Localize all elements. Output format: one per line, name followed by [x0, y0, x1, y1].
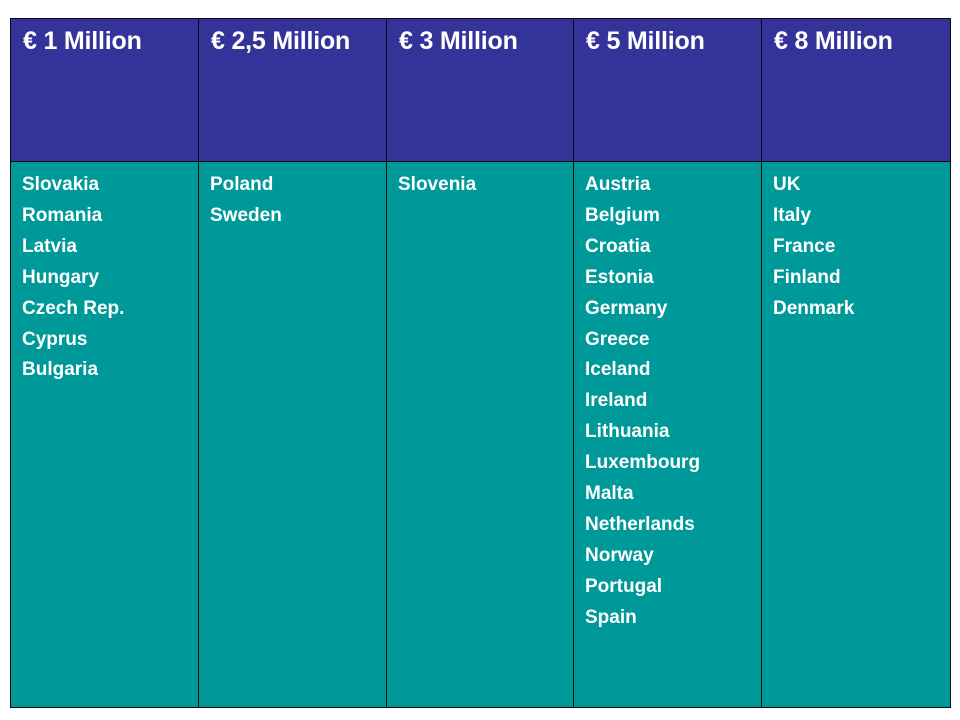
- country-item: Hungary: [22, 266, 100, 288]
- country-item: Iceland: [585, 359, 651, 381]
- tier-header-2-5-million: € 2,5 Million: [198, 18, 387, 162]
- country-list: Slovakia Romania Latvia Hungary Czech Rep. Cy…: [22, 170, 198, 386]
- country-item: UK: [773, 174, 801, 195]
- country-item: Czech Rep.: [22, 297, 125, 319]
- country-list: UK Italy France Finland Denmark: [773, 170, 950, 325]
- country-list: Slovenia: [398, 170, 573, 201]
- country-item: France: [773, 235, 836, 257]
- country-item: Romania: [22, 204, 103, 226]
- country-list: Austria Belgium Croatia Estonia Germany Greec…: [585, 170, 761, 634]
- country-item: Bulgaria: [22, 359, 99, 381]
- country-item: Greece: [585, 328, 650, 350]
- country-item: Italy: [773, 204, 812, 226]
- country-item: Lithuania: [585, 421, 670, 443]
- tier-cell-5-million: Austria Belgium Croatia Estonia Germany Greec…: [573, 161, 762, 708]
- country-item: Belgium: [585, 204, 660, 226]
- country-item: Netherlands: [585, 513, 695, 535]
- tier-header-8-million: € 8 Million: [761, 18, 951, 162]
- funding-tiers-table: € 1 Million € 2,5 Million € 3 Million € …: [10, 18, 951, 708]
- country-item: Malta: [585, 483, 634, 505]
- country-item: Portugal: [585, 575, 663, 597]
- tier-cell-3-million: Slovenia: [386, 161, 574, 708]
- header-row: € 1 Million € 2,5 Million € 3 Million € …: [10, 18, 951, 162]
- country-item: Germany: [585, 297, 668, 319]
- country-item: Cyprus: [22, 328, 88, 350]
- tier-header-1-million: € 1 Million: [10, 18, 199, 162]
- country-list: Poland Sweden: [210, 170, 386, 232]
- country-item: Latvia: [22, 235, 77, 257]
- country-item: Estonia: [585, 266, 654, 288]
- country-item: Sweden: [210, 204, 282, 226]
- country-item: Spain: [585, 606, 637, 628]
- country-item: Finland: [773, 266, 841, 288]
- tier-header-5-million: € 5 Million: [573, 18, 762, 162]
- country-item: Luxembourg: [585, 452, 701, 474]
- tier-header-3-million: € 3 Million: [386, 18, 574, 162]
- country-item: Norway: [585, 544, 654, 566]
- country-item: Austria: [585, 174, 651, 195]
- country-item: Slovakia: [22, 174, 100, 195]
- tier-cell-8-million: UK Italy France Finland Denmark: [761, 161, 951, 708]
- country-item: Croatia: [585, 235, 651, 257]
- country-item: Poland: [210, 174, 274, 195]
- country-item: Ireland: [585, 390, 648, 412]
- country-item: Denmark: [773, 297, 855, 319]
- countries-row: Slovakia Romania Latvia Hungary Czech Rep. Cy…: [10, 161, 951, 708]
- country-item: Slovenia: [398, 174, 477, 195]
- tier-cell-1-million: Slovakia Romania Latvia Hungary Czech Rep. Cy…: [10, 161, 199, 708]
- tier-cell-2-5-million: Poland Sweden: [198, 161, 387, 708]
